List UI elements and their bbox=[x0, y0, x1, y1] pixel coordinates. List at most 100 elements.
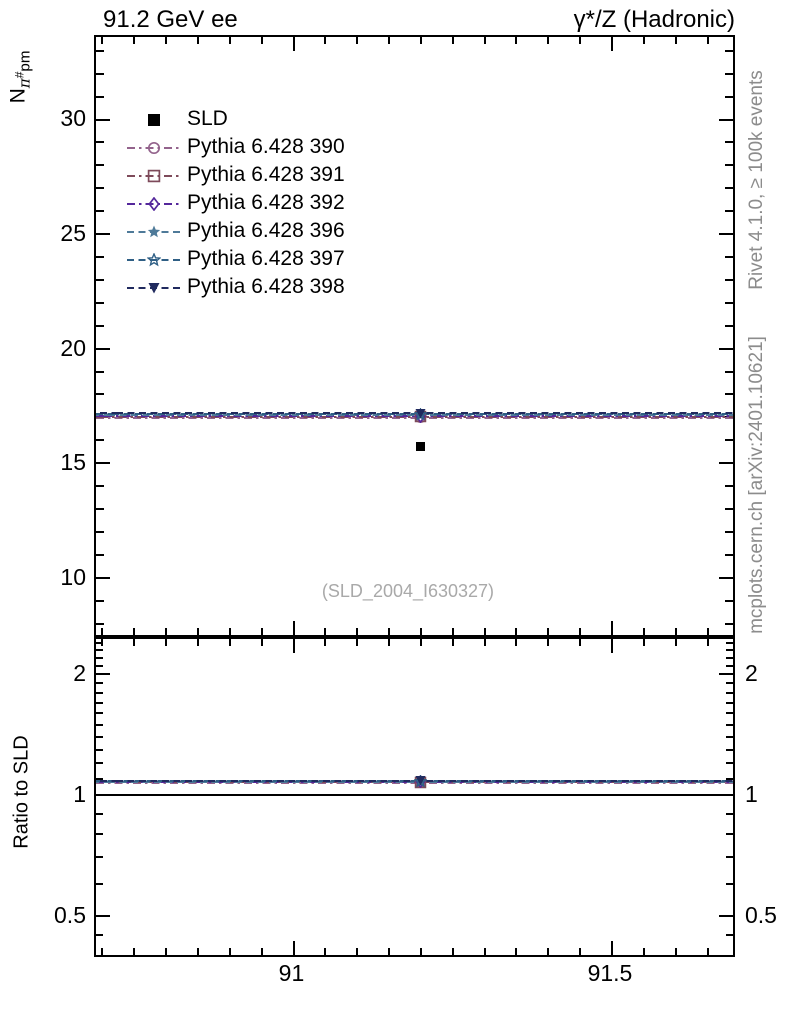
axis-tick bbox=[642, 628, 645, 635]
axis-tick bbox=[547, 639, 550, 646]
axis-tick bbox=[725, 278, 733, 281]
axis-tick bbox=[165, 37, 168, 44]
axis-tick bbox=[725, 485, 733, 488]
axis-tick bbox=[324, 37, 327, 44]
axis-tick bbox=[96, 691, 103, 694]
axis-tick bbox=[228, 639, 231, 646]
axis-tick bbox=[133, 948, 136, 955]
axis-tick bbox=[726, 649, 733, 651]
axis-tick bbox=[101, 948, 104, 955]
axis-tick bbox=[726, 812, 733, 815]
axis-tick bbox=[228, 948, 231, 955]
mc-line-ratio-5 bbox=[96, 779, 733, 782]
axis-tick bbox=[725, 301, 733, 304]
axis-tick bbox=[725, 622, 733, 625]
axis-tick bbox=[228, 37, 231, 44]
axis-tick bbox=[96, 933, 103, 936]
axis-tick bbox=[726, 883, 733, 886]
axis-tick bbox=[96, 723, 103, 726]
beam-energy-label: 91.2 GeV ee bbox=[103, 6, 238, 33]
ratio-ytick-label-0.5: 0.5 bbox=[54, 902, 86, 929]
axis-tick bbox=[725, 508, 733, 510]
axis-tick bbox=[96, 256, 104, 258]
legend-row-4: Pythia 6.428 396 bbox=[124, 218, 454, 246]
axis-tick bbox=[292, 941, 295, 955]
legend-row-3: Pythia 6.428 392 bbox=[124, 190, 454, 218]
main-ytick-label-20: 20 bbox=[60, 334, 86, 361]
axis-tick bbox=[96, 641, 103, 644]
axis-tick bbox=[579, 639, 582, 646]
legend-label: Pythia 6.428 391 bbox=[187, 163, 345, 186]
axis-tick bbox=[642, 948, 645, 955]
axis-tick bbox=[96, 187, 104, 190]
axis-tick bbox=[96, 72, 104, 75]
ratio-ytick-label-2: 2 bbox=[73, 660, 86, 687]
axis-tick bbox=[260, 948, 263, 955]
axis-tick bbox=[726, 682, 733, 685]
ratio-plot-panel bbox=[94, 637, 735, 957]
axis-tick bbox=[324, 628, 327, 635]
axis-tick bbox=[725, 530, 733, 533]
axis-tick bbox=[719, 915, 733, 918]
axis-tick bbox=[96, 233, 110, 235]
axis-tick bbox=[419, 948, 422, 955]
ratio-ytick-label-right-0.5: 0.5 bbox=[745, 902, 777, 929]
legend-label: Pythia 6.428 397 bbox=[187, 247, 345, 270]
axis-tick bbox=[96, 748, 103, 751]
axis-tick bbox=[356, 628, 359, 635]
main-y-axis-label-pi: π bbox=[15, 78, 34, 89]
axis-tick bbox=[96, 599, 104, 602]
axis-tick bbox=[547, 37, 550, 44]
axis-tick bbox=[706, 37, 709, 44]
main-plot-panel bbox=[94, 35, 735, 637]
axis-tick bbox=[451, 948, 454, 955]
axis-tick bbox=[515, 37, 518, 44]
axis-tick bbox=[547, 628, 550, 635]
main-y-axis-label: Nπ#pm bbox=[6, 51, 33, 104]
legend-marker-open-circle bbox=[147, 141, 161, 160]
axis-tick bbox=[611, 639, 613, 653]
axis-tick bbox=[96, 673, 110, 676]
axis-tick bbox=[726, 856, 733, 859]
axis-tick bbox=[642, 37, 645, 44]
axis-tick bbox=[726, 735, 733, 738]
main-ytick-label-25: 25 bbox=[60, 220, 86, 247]
axis-tick bbox=[96, 95, 104, 98]
axis-tick bbox=[96, 462, 110, 465]
axis-tick bbox=[725, 256, 733, 258]
axis-tick bbox=[725, 164, 733, 167]
axis-tick bbox=[451, 639, 454, 646]
legend-row-1: Pythia 6.428 390 bbox=[124, 134, 454, 162]
axis-tick bbox=[726, 748, 733, 751]
axis-tick bbox=[388, 37, 390, 44]
axis-tick bbox=[96, 164, 104, 167]
axis-tick bbox=[725, 49, 733, 52]
legend-label: Pythia 6.428 398 bbox=[187, 275, 345, 298]
axis-tick bbox=[719, 118, 733, 121]
main-y-axis-label-sub: π#pm bbox=[13, 51, 34, 89]
axis-tick bbox=[292, 621, 295, 635]
axis-tick bbox=[196, 628, 199, 635]
axis-tick bbox=[96, 701, 103, 704]
axis-tick bbox=[356, 37, 359, 44]
axis-tick bbox=[611, 621, 613, 635]
axis-tick bbox=[451, 37, 454, 44]
axis-tick bbox=[725, 324, 733, 327]
axis-tick bbox=[726, 712, 733, 715]
legend-row-6: Pythia 6.428 398 bbox=[124, 274, 454, 302]
axis-tick bbox=[228, 628, 231, 635]
axis-tick bbox=[96, 664, 103, 667]
axis-tick bbox=[101, 628, 104, 635]
axis-tick bbox=[96, 682, 103, 685]
rivet-version-note: Rivet 4.1.0, ≥ 100k events bbox=[746, 70, 767, 290]
axis-tick bbox=[725, 439, 733, 442]
axis-tick bbox=[96, 324, 104, 327]
axis-tick bbox=[726, 664, 733, 667]
legend-row-2: Pythia 6.428 391 bbox=[124, 162, 454, 190]
axis-tick bbox=[451, 628, 454, 635]
axis-tick bbox=[96, 735, 103, 738]
axis-tick bbox=[674, 639, 677, 646]
axis-tick bbox=[642, 639, 645, 646]
axis-tick bbox=[96, 508, 104, 510]
axis-tick bbox=[292, 37, 295, 51]
